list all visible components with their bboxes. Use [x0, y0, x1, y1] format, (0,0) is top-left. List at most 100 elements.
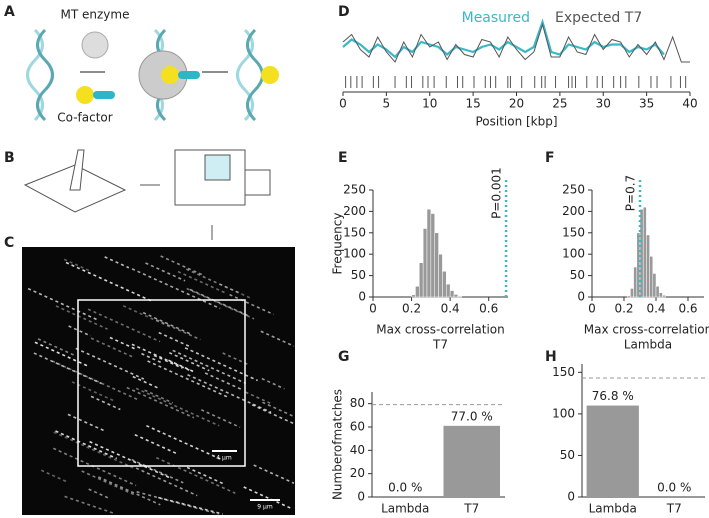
y-tick-label: 60 [350, 420, 365, 434]
panel-label: D [338, 4, 350, 20]
y-tick-label: 200 [343, 204, 366, 218]
streak [87, 308, 161, 343]
streak [251, 404, 295, 425]
reference-label: P=0.001 [490, 167, 504, 219]
enzyme-icon [81, 31, 109, 59]
helix [36, 28, 54, 122]
streak [145, 262, 186, 282]
y-tick-label: 0 [577, 290, 585, 304]
data-line [342, 22, 690, 63]
legend-entry: Measured [462, 10, 530, 26]
y-tick-label: 100 [552, 406, 575, 420]
histogram-bar [422, 228, 428, 298]
x-tick-label: 0.2 [402, 302, 421, 316]
streak [55, 430, 118, 460]
x-axis-label: Lambda [624, 338, 672, 352]
microscope-arm [244, 169, 271, 196]
y-tick-label: 200 [562, 204, 585, 218]
x-tick-label: Lambda [589, 502, 637, 516]
streak [109, 336, 136, 350]
x-tick-label: 35 [639, 97, 654, 111]
x-tick-label: T7 [463, 502, 479, 516]
x-tick-label: 0.6 [479, 302, 498, 316]
x-axis-label: Max cross-correlation [376, 323, 504, 337]
scale-bar-label: 9 µm [257, 504, 273, 511]
scale-bar-label: 4 µm [216, 455, 232, 462]
histogram-bar [636, 232, 641, 298]
streak [89, 440, 171, 479]
streak [37, 338, 75, 356]
panel-label: F [545, 150, 555, 166]
histogram-bar [652, 273, 657, 298]
streak [131, 268, 221, 310]
percentage-label: 0.0 % [657, 481, 691, 495]
streak [67, 413, 105, 432]
percentage-label: 77.0 % [451, 409, 493, 423]
cofactor-icon [261, 66, 279, 84]
histogram-bar [446, 283, 451, 298]
streak [155, 456, 236, 494]
streak [81, 470, 135, 496]
streak [200, 409, 241, 428]
cofactor-icon [161, 66, 179, 84]
panel-label: B [4, 150, 15, 166]
y-tick-label: 40 [350, 443, 365, 457]
cofactor-label: Co-factor [57, 111, 112, 125]
streak [33, 352, 102, 385]
cofactor-tail [93, 91, 115, 99]
streak [141, 352, 163, 364]
streak [135, 467, 198, 497]
streak [204, 372, 242, 390]
y-axis-label: Numberofmatches [331, 389, 345, 500]
panel-label: E [338, 150, 348, 166]
histogram-bar [639, 209, 644, 298]
histogram-bar [633, 266, 638, 298]
x-axis-label: T7 [432, 338, 448, 352]
streak [260, 330, 295, 347]
streak [177, 270, 227, 295]
streak [243, 486, 291, 509]
panel-label: A [4, 4, 15, 20]
histogram-bar [411, 294, 416, 298]
streak [253, 464, 295, 484]
streak [53, 431, 134, 469]
streak [65, 261, 153, 302]
x-tick-label: 0.6 [678, 302, 697, 316]
histogram-bar [419, 262, 424, 298]
panel-label: G [338, 349, 350, 365]
enzyme-label: MT enzyme [61, 8, 130, 22]
histogram-bar [658, 292, 663, 298]
x-tick-label: 10 [422, 97, 437, 111]
data-line [342, 18, 665, 59]
micrograph [22, 247, 295, 515]
streak [40, 469, 68, 483]
streak [186, 287, 255, 320]
x-tick-label: 0.4 [441, 302, 460, 316]
y-tick-label: 0 [358, 290, 366, 304]
streak [155, 319, 201, 341]
streak [158, 496, 223, 515]
streak [34, 341, 88, 367]
histogram-bar [430, 213, 435, 298]
zoom-box [77, 299, 246, 467]
streak [71, 381, 115, 402]
histogram-bar [630, 288, 634, 298]
histogram-bar [655, 286, 660, 298]
helix [236, 28, 254, 122]
y-tick-label: 80 [350, 396, 365, 410]
cofactor-icon [76, 86, 94, 104]
histogram-bar [453, 294, 459, 298]
x-axis-label: Max cross-correlation [584, 323, 709, 337]
streak [144, 389, 174, 404]
y-tick-label: 20 [350, 466, 365, 480]
streak [27, 287, 98, 321]
streak [51, 360, 140, 401]
x-tick-label: 0.2 [614, 302, 633, 316]
y-tick-label: 150 [562, 225, 585, 239]
panel-label: C [4, 235, 14, 251]
streak [122, 305, 171, 328]
streak [88, 488, 110, 500]
x-tick-label: 25 [552, 97, 567, 111]
y-tick-label: 50 [570, 268, 585, 282]
